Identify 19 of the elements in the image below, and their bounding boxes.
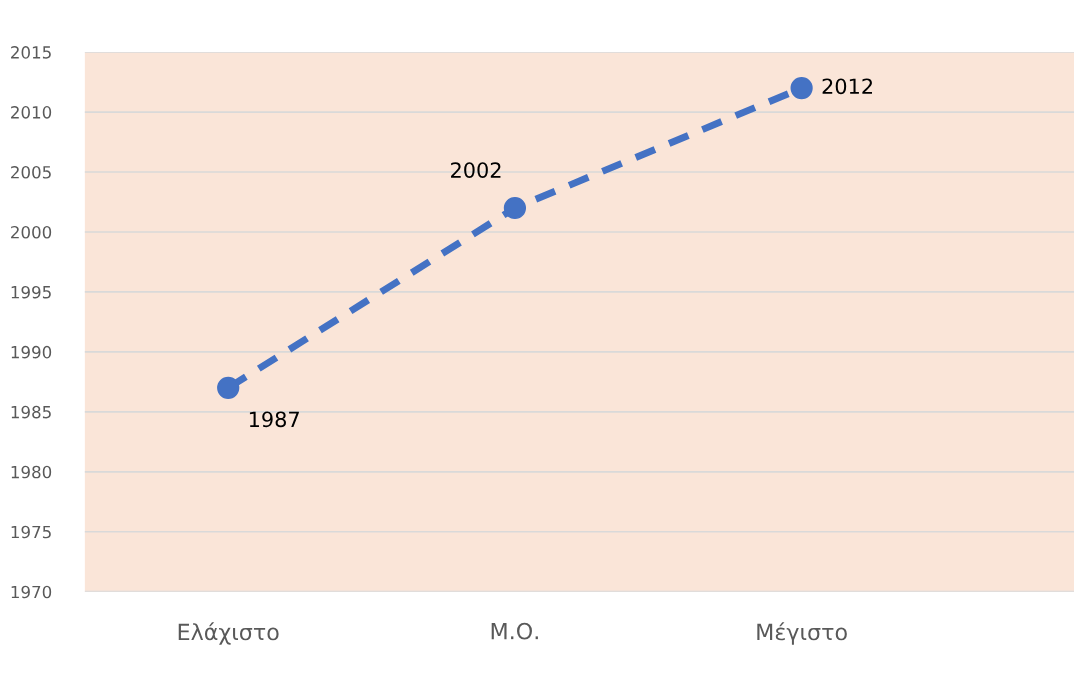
data-label: 2002: [451, 162, 501, 178]
point: [790, 76, 813, 100]
y-tick-label: 1995: [11, 285, 51, 299]
y-tick-label: 2010: [11, 106, 52, 119]
y-tick-label: 1990: [11, 345, 52, 359]
y-tick-label: 1980: [11, 465, 52, 479]
point: [503, 196, 527, 220]
x-tick-label: Μ.Ο.: [491, 622, 538, 640]
y-tick-label: 1975: [11, 525, 51, 539]
x-tick-label: Μέγιστο: [757, 622, 847, 645]
y-tick-label: 2000: [11, 225, 52, 239]
y-tick-label: 2015: [11, 46, 51, 59]
y-tick-label: 1970: [11, 585, 52, 599]
data-label: 2012: [822, 78, 872, 95]
x-tick-label: Ελάχιστο: [178, 622, 279, 645]
y-tick-label: 1985: [11, 405, 51, 419]
y-tick-label: 2005: [11, 166, 51, 179]
data-label: 1987: [249, 411, 299, 428]
point: [217, 376, 240, 399]
